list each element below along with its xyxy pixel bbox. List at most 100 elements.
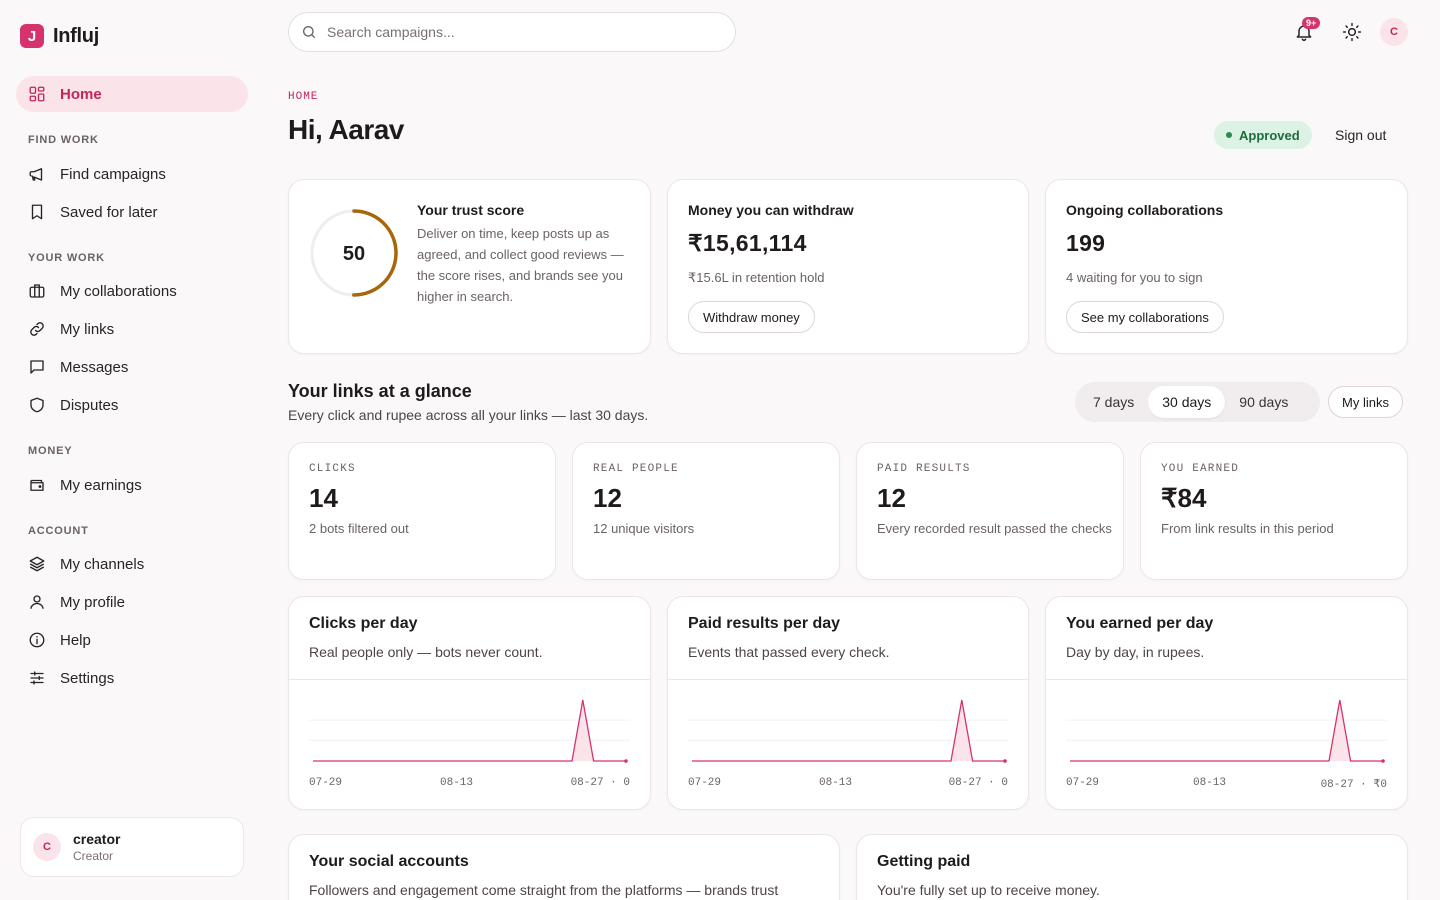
trust-score-card: 50 Your trust score Deliver on time, kee… (288, 179, 651, 354)
sign-out-button[interactable]: Sign out (1335, 127, 1387, 143)
notifications-button[interactable]: 9+ (1290, 17, 1321, 46)
search-bar[interactable] (288, 12, 736, 52)
stat-sub: Every recorded result passed the checks (877, 521, 1112, 536)
avatar: C (33, 833, 61, 861)
layers-icon (29, 556, 45, 572)
chart-end-point (624, 759, 628, 763)
chart-title: Clicks per day (309, 615, 418, 632)
stat-sub: 2 bots filtered out (309, 521, 409, 536)
theme-toggle-button[interactable] (1338, 18, 1366, 46)
range-90-days[interactable]: 90 days (1239, 394, 1289, 410)
trust-score-value: 50 (343, 243, 365, 265)
page-title: Hi, Aarav (288, 114, 404, 145)
stat-value: ₹84 (1161, 483, 1207, 513)
sidebar-item-channels[interactable]: My channels (16, 546, 248, 582)
sidebar-item-saved[interactable]: Saved for later (16, 194, 248, 230)
trust-score-description: Deliver on time, keep posts up as agreed… (417, 226, 624, 304)
stat-card-earned: YOU EARNED ₹84 From link results in this… (1140, 442, 1408, 580)
sidebar: J Influj Home FIND WORK Find campaigns S… (0, 0, 264, 900)
see-collaborations-button[interactable]: See my collaborations (1066, 301, 1224, 333)
chart-line (1070, 699, 1383, 762)
sidebar-item-label: Help (60, 631, 91, 649)
tick-label: 07-29 (688, 777, 722, 789)
earned-chart (1066, 699, 1387, 763)
sliders-icon (30, 671, 44, 685)
brand[interactable]: J Influj (20, 24, 99, 48)
sidebar-item-label: Messages (60, 358, 129, 376)
status-dot (1226, 132, 1232, 138)
stat-label: PAID RESULTS (877, 463, 971, 475)
social-accounts-subtitle: Followers and engagement come straight f… (309, 882, 779, 898)
bookmark-icon (31, 204, 43, 220)
search-input[interactable] (327, 24, 707, 40)
megaphone-icon (29, 168, 43, 181)
collaborations-waiting: 4 waiting for you to sign (1066, 270, 1203, 285)
stat-card-real-people: REAL PEOPLE 12 12 unique visitors (572, 442, 840, 580)
tick-label: 07-29 (309, 777, 343, 789)
chart-subtitle: Real people only — bots never count. (309, 644, 543, 660)
nav-section-find-work: FIND WORK (28, 134, 99, 146)
stat-value: 12 (593, 483, 622, 513)
notification-badge: 9+ (1302, 17, 1321, 29)
withdraw-title: Money you can withdraw (688, 202, 854, 218)
sidebar-item-links[interactable]: My links (16, 311, 248, 347)
my-links-button[interactable]: My links (1328, 386, 1403, 418)
divider (289, 679, 650, 680)
tick-label: 08-13 (819, 777, 853, 789)
chart-end-point (1381, 759, 1385, 763)
nav-section-account: ACCOUNT (28, 525, 89, 537)
range-30-days[interactable]: 30 days (1148, 386, 1226, 418)
sidebar-item-label: My profile (60, 593, 126, 611)
stat-label: REAL PEOPLE (593, 463, 679, 475)
sidebar-item-settings[interactable]: Settings (16, 660, 248, 696)
withdraw-button[interactable]: Withdraw money (688, 301, 815, 333)
chart-subtitle: Events that passed every check. (688, 644, 890, 660)
tick-label: 07-29 (1066, 777, 1100, 789)
grid-icon (29, 86, 45, 102)
sidebar-item-label: Home (60, 85, 102, 103)
sidebar-item-collaborations[interactable]: My collaborations (16, 273, 248, 309)
chart-line (692, 699, 1005, 762)
divider (668, 679, 1028, 680)
chart-card-clicks: Clicks per day Real people only — bots n… (288, 596, 651, 810)
trust-score-ring: 50 (310, 209, 398, 297)
stat-label: CLICKS (309, 463, 356, 475)
range-7-days[interactable]: 7 days (1093, 394, 1135, 410)
getting-paid-title: Getting paid (877, 853, 971, 870)
message-icon (30, 360, 44, 374)
getting-paid-card: Getting paid You're fully set up to rece… (856, 834, 1408, 900)
sidebar-item-label: Saved for later (60, 203, 158, 221)
sidebar-item-label: My collaborations (60, 282, 177, 300)
collaborations-count: 199 (1066, 230, 1106, 256)
sidebar-item-label: My channels (60, 555, 145, 573)
nav-section-money: MONEY (28, 445, 73, 457)
collaborations-title: Ongoing collaborations (1066, 202, 1224, 218)
chart-end-point (1003, 759, 1007, 763)
account-avatar[interactable]: C (1380, 18, 1408, 46)
stat-sub: 12 unique visitors (593, 521, 695, 536)
divider (1046, 679, 1407, 680)
briefcase-icon (29, 284, 45, 298)
getting-paid-subtitle: You're fully set up to receive money. (877, 882, 1100, 898)
tick-label: 08-27 · ₹0 (1320, 779, 1387, 791)
sidebar-item-earnings[interactable]: My earnings (16, 467, 248, 503)
user-role: Creator (73, 849, 114, 863)
user-card[interactable]: C creator Creator (20, 817, 244, 877)
links-section-title: Your links at a glance (288, 381, 472, 401)
tick-label: 08-13 (440, 777, 474, 789)
sidebar-item-messages[interactable]: Messages (16, 349, 248, 385)
stat-card-clicks: CLICKS 14 2 bots filtered out (288, 442, 556, 580)
sidebar-item-label: My links (60, 320, 115, 338)
clicks-chart (309, 699, 630, 763)
sidebar-item-disputes[interactable]: Disputes (16, 387, 248, 423)
chart-line (313, 699, 626, 762)
wallet-icon (30, 479, 44, 491)
sidebar-item-label: Disputes (60, 396, 119, 414)
chart-area (313, 700, 626, 761)
sidebar-item-home[interactable]: Home (16, 76, 248, 112)
sidebar-item-profile[interactable]: My profile (16, 584, 248, 620)
sidebar-item-help[interactable]: Help (16, 622, 248, 658)
collaborations-card: Ongoing collaborations 199 4 waiting for… (1045, 179, 1408, 354)
sidebar-item-find-campaigns[interactable]: Find campaigns (16, 156, 248, 192)
retention-hold: ₹15.6L in retention hold (688, 270, 825, 285)
